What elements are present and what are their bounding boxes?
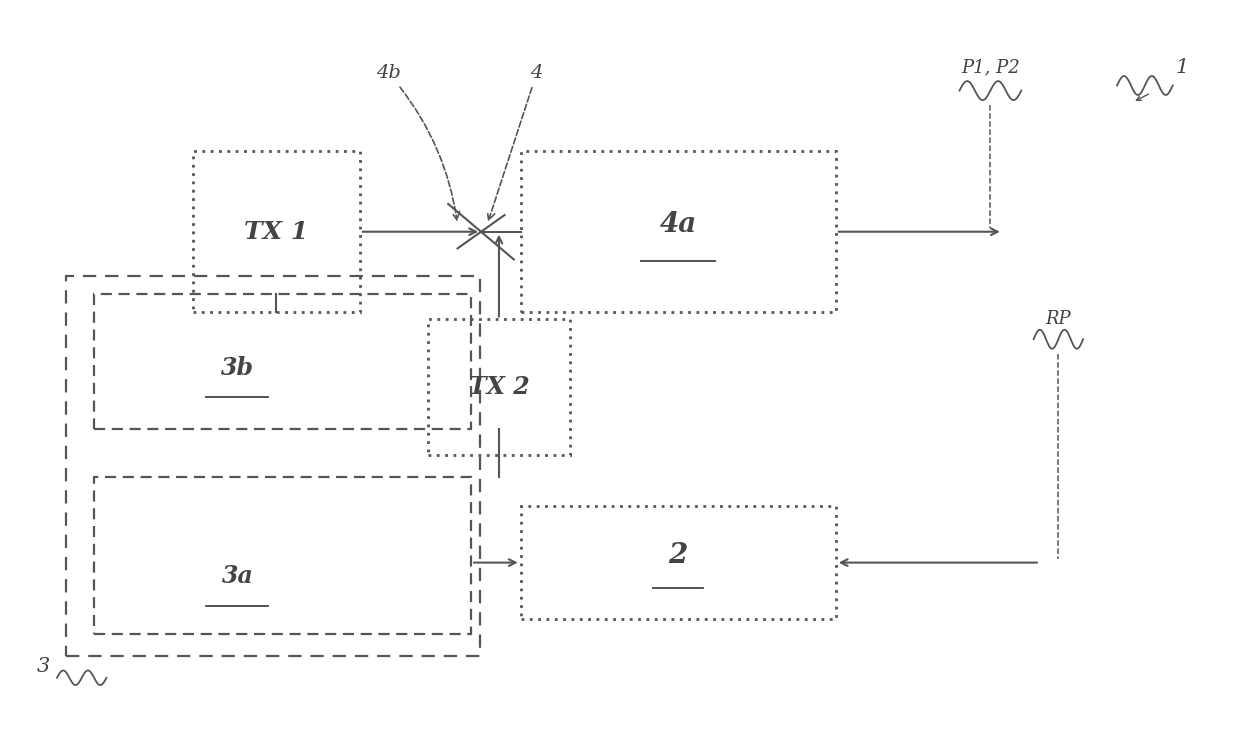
Text: P1, P2: P1, P2 [961, 58, 1020, 76]
Text: TX 2: TX 2 [468, 375, 529, 399]
Bar [520, 506, 836, 619]
Bar [94, 476, 471, 634]
Text: 4b: 4b [375, 64, 460, 219]
Text: 3a: 3a [222, 564, 253, 588]
Bar [427, 319, 570, 455]
Text: 4: 4 [487, 64, 543, 220]
Text: RP: RP [1046, 310, 1072, 329]
Bar [94, 294, 471, 429]
Text: 3b: 3b [221, 356, 254, 379]
Text: 4a: 4a [659, 211, 696, 238]
Text: 2: 2 [669, 542, 688, 569]
Bar [66, 275, 479, 656]
Text: 3: 3 [37, 658, 50, 676]
Bar [520, 151, 836, 312]
Bar [193, 151, 359, 312]
Text: TX 1: TX 1 [244, 219, 309, 244]
Text: 1: 1 [1176, 58, 1188, 76]
